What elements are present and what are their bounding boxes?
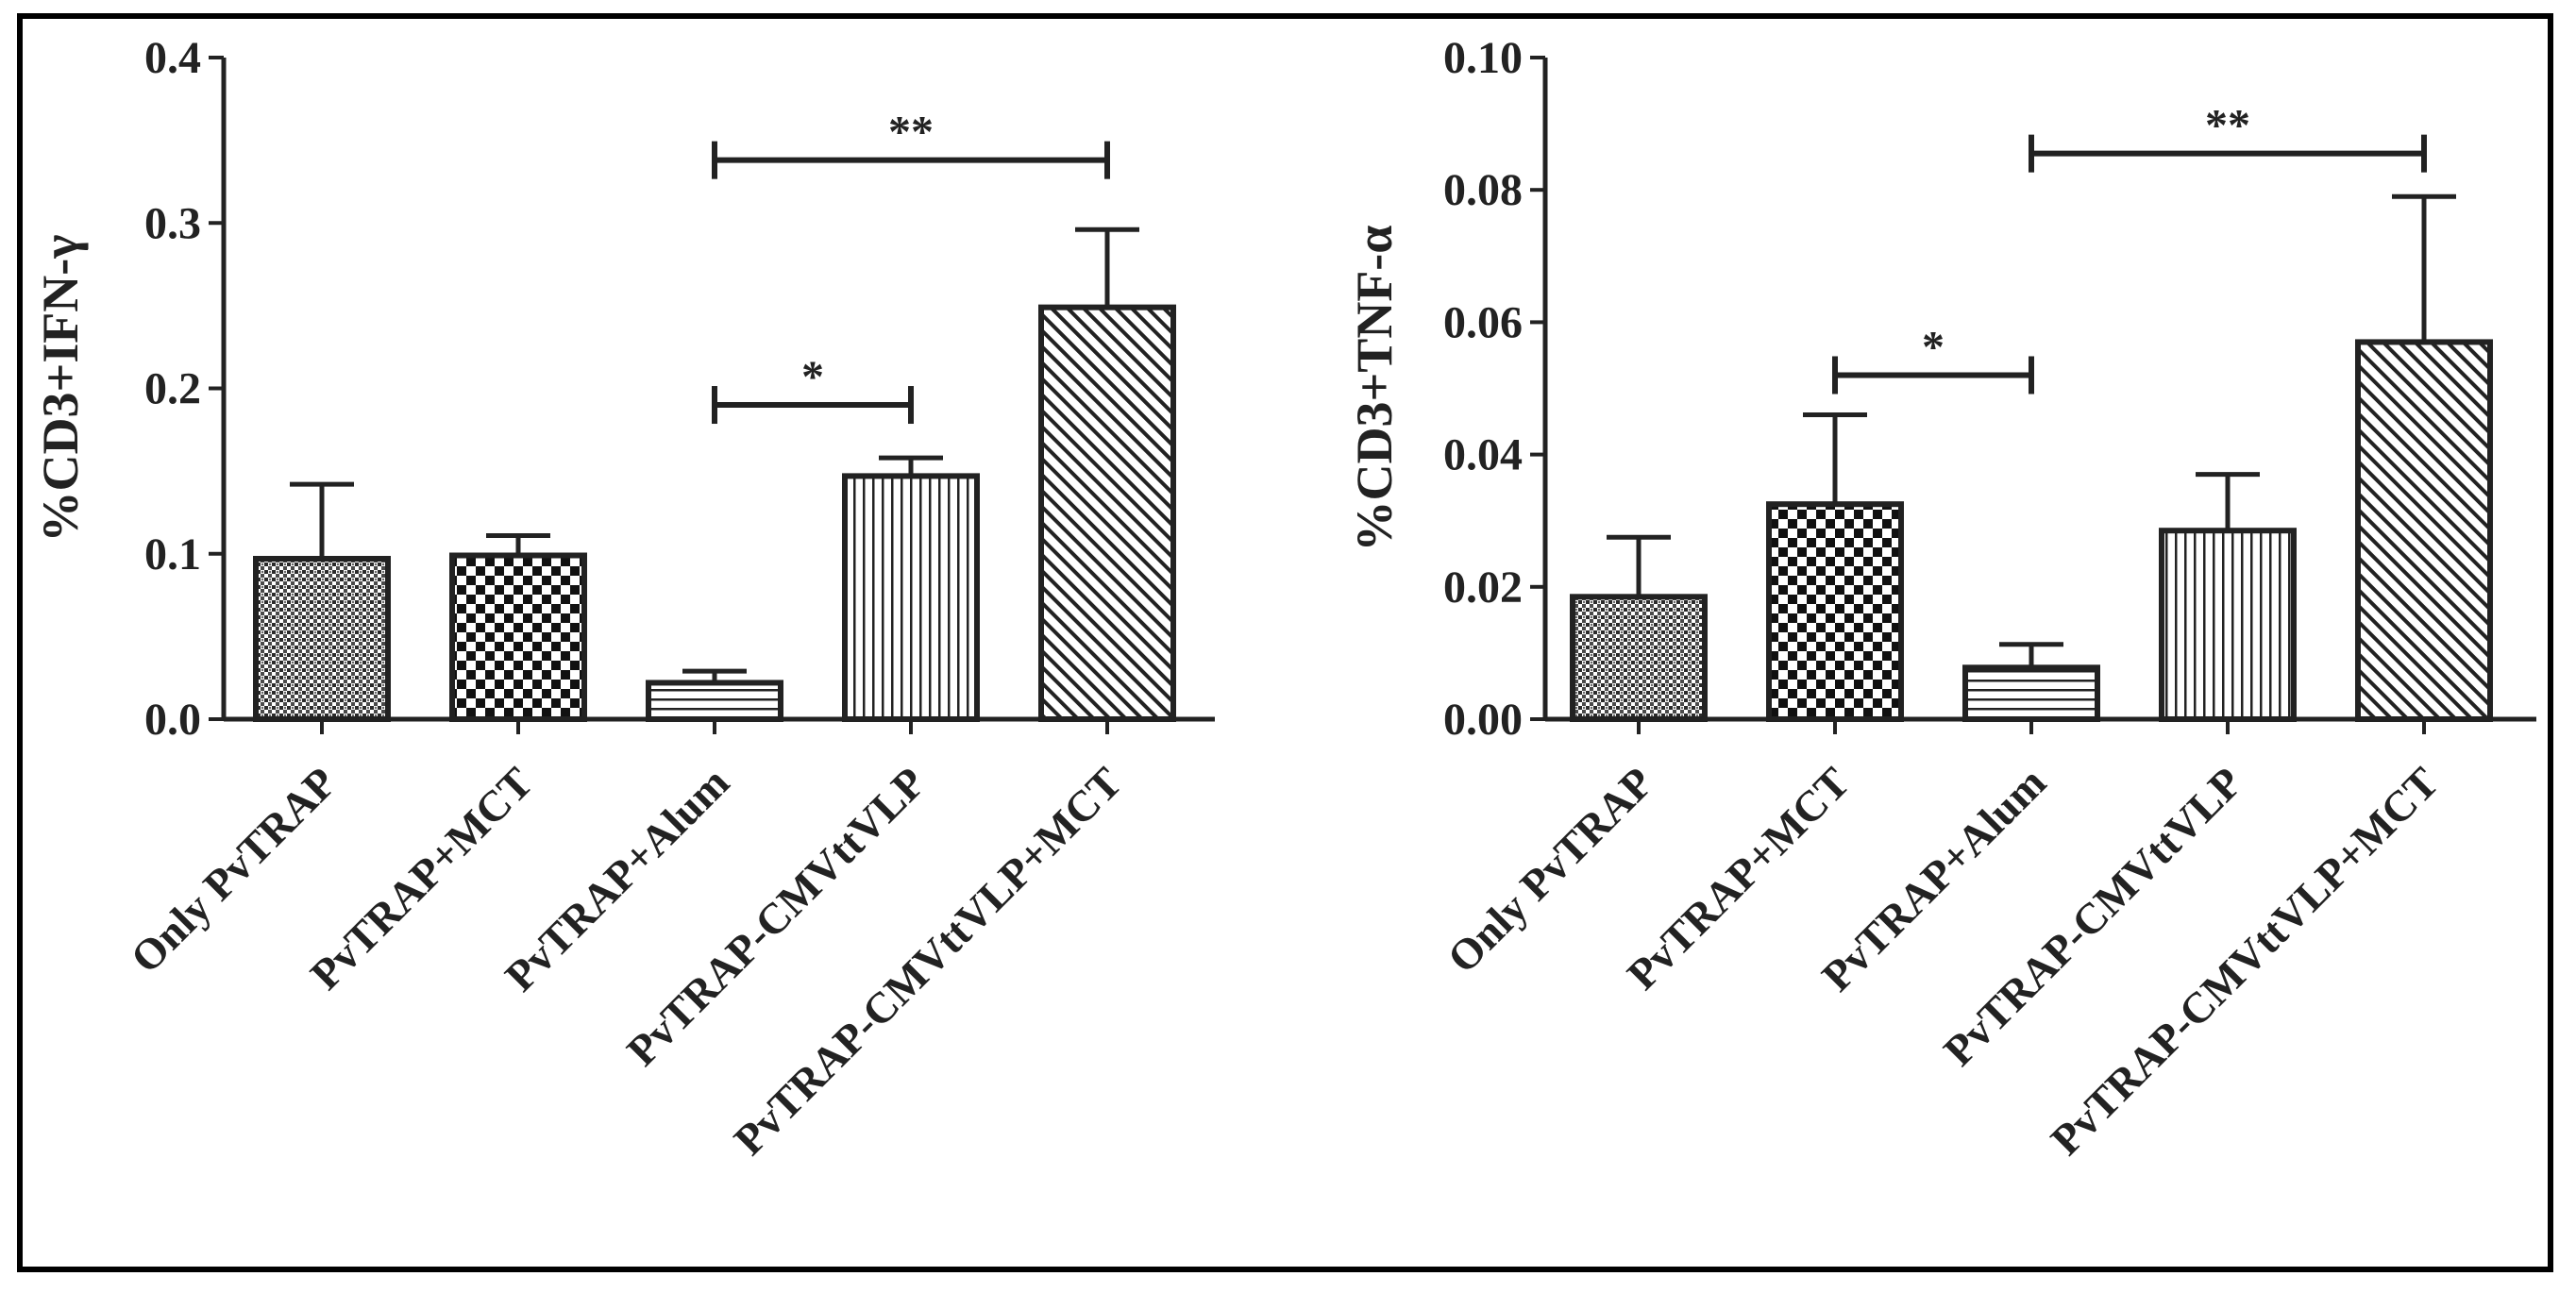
y-axis-label: %CD3+IFN-γ	[32, 234, 89, 542]
bar	[646, 680, 783, 723]
x-tick-label: PvTRAP-CMVttVLP+MCT	[2042, 758, 2448, 1164]
y-tick-label: 0.4	[144, 33, 201, 83]
tnf-alpha-chart: 0.00 0.02 0.04 0.06 0.08 0.10 %CD3+TNF-α Only P…	[1346, 33, 2536, 1164]
y-tick-label: 0.10	[1443, 33, 1523, 83]
ifn-gamma-chart: 0.0 0.1 0.2 0.3 0.4 %CD3+IFN-γ Only PvTRAP PvTR…	[32, 33, 1215, 1164]
bar	[449, 552, 587, 722]
bar	[2355, 339, 2493, 722]
significance-label: **	[888, 108, 934, 158]
significance-label: *	[801, 352, 824, 402]
x-tick-label: Only PvTRAP	[122, 758, 346, 982]
y-tick-label: 0.06	[1443, 297, 1523, 347]
bar	[1962, 664, 2100, 723]
bar	[842, 473, 980, 722]
y-axis-label: %CD3+TNF-α	[1346, 226, 1403, 552]
bar	[1038, 304, 1176, 722]
y-tick-label: 0.04	[1443, 430, 1523, 480]
x-tick-label: Only PvTRAP	[1439, 758, 1663, 982]
significance-label: *	[1922, 322, 1945, 372]
y-tick-label: 0.2	[144, 364, 201, 414]
bar	[1570, 594, 1708, 722]
bar	[1766, 501, 1904, 722]
bar	[2159, 528, 2297, 723]
bar	[253, 556, 391, 722]
figure-canvas: 0.0 0.1 0.2 0.3 0.4 %CD3+IFN-γ Only PvTRAP PvTR…	[32, 33, 2536, 1164]
figure-frame: 0.0 0.1 0.2 0.3 0.4 %CD3+IFN-γ Only PvTRAP PvTR…	[17, 13, 2553, 1272]
y-tick-label: 0.08	[1443, 165, 1523, 215]
y-tick-label: 0.0	[144, 695, 201, 745]
y-tick-label: 0.02	[1443, 563, 1523, 613]
y-tick-label: 0.1	[144, 529, 201, 579]
y-tick-label: 0.3	[144, 198, 201, 248]
significance-label: **	[2205, 101, 2250, 151]
y-tick-label: 0.00	[1443, 695, 1523, 745]
x-tick-label: PvTRAP-CMVttVLP+MCT	[725, 758, 1131, 1164]
